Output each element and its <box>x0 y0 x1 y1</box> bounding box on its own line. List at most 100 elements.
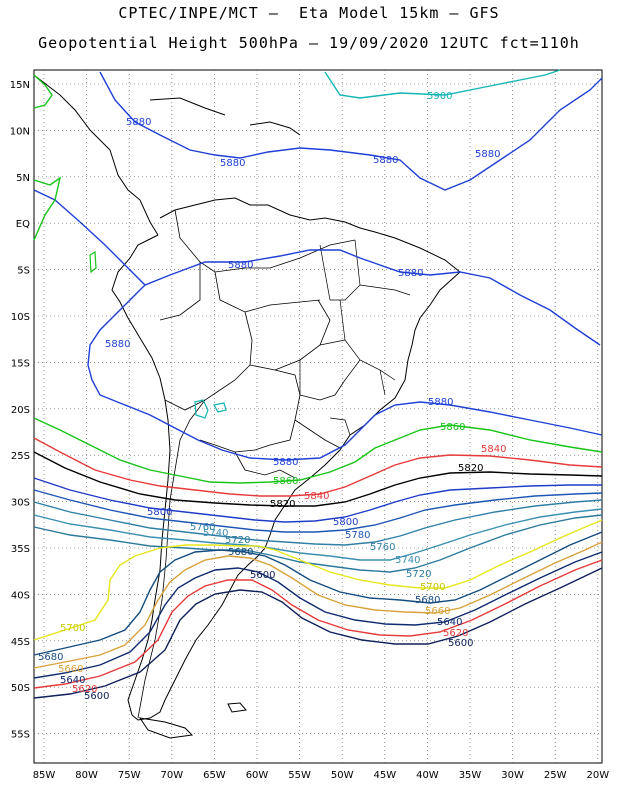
label-5620-b: 5620 <box>443 628 468 639</box>
contour-5880-west <box>87 284 603 461</box>
label-5780-a: 5780 <box>345 530 370 541</box>
label-5680-b: 5680 <box>228 547 253 558</box>
borders <box>137 209 356 719</box>
contour-5740 <box>33 508 603 561</box>
lat-label-30S: 30S <box>11 498 30 509</box>
contour-5860-ne <box>33 74 62 241</box>
label-5880-d: 5880 <box>475 149 500 160</box>
lat-label-15N: 15N <box>10 80 30 91</box>
contour-5780 <box>33 489 603 533</box>
lake-1 <box>194 399 209 419</box>
contour-labels: 5900 5880 5880 5880 5880 5880 5880 5880 … <box>38 91 506 702</box>
label-5680-a: 5680 <box>38 652 63 663</box>
label-5880-b: 5880 <box>220 158 245 169</box>
label-5880-c: 5880 <box>373 155 398 166</box>
caribbean-coast <box>159 197 461 273</box>
lon-label-80W: 80W <box>75 770 98 781</box>
label-5760-b: 5760 <box>370 542 395 553</box>
lon-label-40W: 40W <box>416 770 439 781</box>
label-5640-b: 5640 <box>437 617 462 628</box>
lon-label-65W: 65W <box>203 770 226 781</box>
label-5700-b: 5700 <box>420 582 445 593</box>
label-5640-a: 5640 <box>60 675 85 686</box>
brazil-states <box>299 239 411 436</box>
label-5860-b: 5860 <box>273 476 298 487</box>
falklands <box>227 702 247 713</box>
label-5700-a: 5700 <box>60 623 85 634</box>
lon-label-50W: 50W <box>331 770 354 781</box>
lat-label-5N: 5N <box>16 173 30 184</box>
lon-label-25W: 25W <box>544 770 567 781</box>
lat-label-10N: 10N <box>10 126 30 137</box>
contour-5620 <box>33 559 603 689</box>
label-5840-b: 5840 <box>304 491 329 502</box>
label-5720-a: 5720 <box>225 535 250 546</box>
lon-label-85W: 85W <box>33 770 56 781</box>
label-5740-b: 5740 <box>395 555 420 566</box>
label-5680-c: 5680 <box>415 595 440 606</box>
hispaniola <box>249 121 301 136</box>
contour-5900 <box>324 69 561 99</box>
map-title-line-1: CPTEC/INPE/MCT – Eta Model 15km – GFS <box>118 4 500 22</box>
label-5740-a: 5740 <box>203 528 228 539</box>
label-5760-a: 5760 <box>190 522 215 533</box>
contour-5700 <box>33 519 603 641</box>
lat-label-15S: 15S <box>11 358 30 369</box>
contour-5600 <box>33 567 603 699</box>
label-5600-b: 5600 <box>250 570 275 581</box>
contour-5660 <box>33 541 603 669</box>
lat-label-55S: 55S <box>11 730 30 741</box>
lake-2 <box>213 402 227 413</box>
lon-label-20W: 20W <box>586 770 609 781</box>
lat-label-45S: 45S <box>11 637 30 648</box>
axis-ticks: 85W 80W 75W 70W 65W 60W 55W 50W 45W 40W 35W 30W 25W 2… <box>10 80 609 781</box>
contour-5720 <box>33 514 603 573</box>
label-5880-e: 5880 <box>228 260 253 271</box>
sa-west-coast <box>111 234 171 716</box>
label-5800-a: 5800 <box>147 507 172 518</box>
map-frame <box>33 69 603 764</box>
contour-5680 <box>33 531 603 656</box>
lat-label-5S: 5S <box>17 266 30 277</box>
lat-label-35S: 35S <box>11 544 30 555</box>
label-5840-a: 5840 <box>481 444 506 455</box>
contour-5820 <box>33 451 603 507</box>
label-5820-b: 5820 <box>270 499 295 510</box>
sa-east-coast <box>131 271 461 721</box>
lon-label-30W: 30W <box>501 770 524 781</box>
label-5660-a: 5660 <box>58 664 83 675</box>
lat-label-50S: 50S <box>11 683 30 694</box>
lat-label-25S: 25S <box>11 451 30 462</box>
contour-5640 <box>33 551 603 679</box>
label-5900: 5900 <box>427 91 452 102</box>
label-5880-a: 5880 <box>126 117 151 128</box>
andes-green-blob <box>89 250 97 274</box>
label-5600-c: 5600 <box>448 638 473 649</box>
lon-label-60W: 60W <box>246 770 269 781</box>
lat-label-10S: 10S <box>11 312 30 323</box>
contour-5880-mid <box>33 189 601 346</box>
lon-label-55W: 55W <box>288 770 311 781</box>
label-5880-h: 5880 <box>428 397 453 408</box>
label-5800-b: 5800 <box>333 517 358 528</box>
height-contours <box>33 69 603 699</box>
label-5720-b: 5720 <box>406 569 431 580</box>
lat-label-20S: 20S <box>11 405 30 416</box>
lon-label-75W: 75W <box>118 770 141 781</box>
lon-label-45W: 45W <box>373 770 396 781</box>
coastline <box>33 74 461 739</box>
map-title-line-2: Geopotential Height 500hPa – 19/09/2020 … <box>38 34 580 52</box>
tierra-del-fuego <box>138 717 194 739</box>
contour-5760 <box>33 499 603 546</box>
label-5820-a: 5820 <box>458 463 483 474</box>
label-5860-a: 5860 <box>440 422 465 433</box>
central-america-coast <box>33 74 159 236</box>
label-5880-i: 5880 <box>273 457 298 468</box>
label-5880-f: 5880 <box>398 268 423 279</box>
lat-label-40S: 40S <box>11 590 30 601</box>
contour-5800 <box>33 477 602 523</box>
contour-5840 <box>33 437 603 497</box>
label-5660-b: 5660 <box>425 606 450 617</box>
lat-label-EQ: EQ <box>16 219 30 230</box>
